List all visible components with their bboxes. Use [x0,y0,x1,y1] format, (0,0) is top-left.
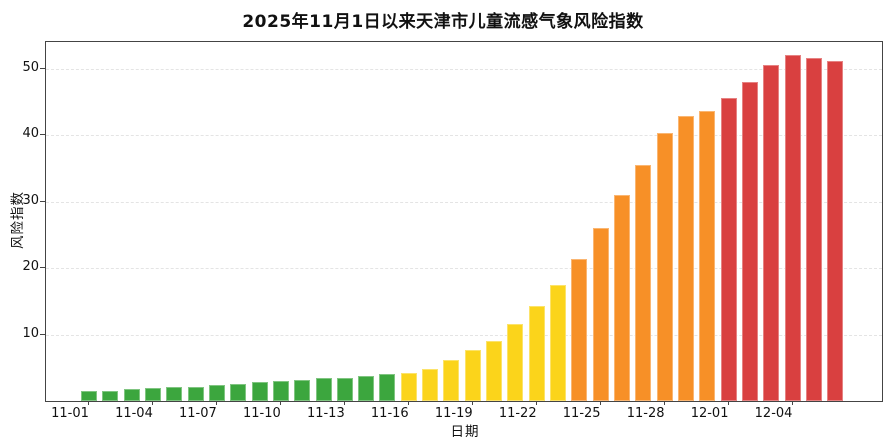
bar-11-16 [400,373,417,401]
y-tick-label: 50 [22,59,39,75]
y-tick-label: 20 [22,259,39,275]
bar-11-01 [81,391,97,401]
bar-11-03 [123,389,140,401]
bar-11-15 [379,374,396,401]
bar-11-23 [550,284,567,401]
bar-12-06 [827,60,844,401]
gridline [46,135,882,137]
x-tick-label: 12-04 [754,406,793,421]
x-tick-mark [727,401,729,405]
gridline [46,68,882,70]
x-tick-label: 12-01 [690,406,729,421]
bar-11-09 [251,382,268,401]
bar-12-05 [805,57,822,401]
bar-11-10 [272,381,289,401]
bar-11-28 [656,133,673,401]
x-tick-label: 11-28 [626,406,665,421]
x-tick-label: 11-07 [179,406,217,421]
bar-11-07 [208,385,225,401]
x-tick-mark [343,401,345,405]
bar-11-19 [464,350,481,401]
bar-11-17 [422,369,439,401]
x-tick-mark [663,401,665,405]
x-tick-mark [599,401,601,405]
bar-11-08 [230,383,247,401]
bar-12-01 [720,97,737,401]
bar-11-26 [614,194,630,401]
bar-11-02 [102,391,119,401]
chart-title: 2025年11月1日以来天津市儿童流感气象风险指数 [242,12,644,32]
x-tick-mark [88,401,89,405]
bar-11-05 [166,387,183,401]
x-axis-title: 日期 [450,424,480,440]
x-tick-mark [791,401,793,405]
y-tick-mark [40,333,45,335]
gridline [46,334,882,336]
bar-11-14 [358,375,375,401]
x-tick-mark [407,401,409,405]
x-tick-label: 11-01 [51,406,89,421]
x-tick-label: 11-10 [242,406,281,421]
bar-11-22 [528,305,545,401]
x-tick-label: 11-16 [370,406,409,421]
x-tick-mark [151,401,153,405]
bar-11-04 [144,388,161,401]
y-tick-mark [40,200,45,202]
x-tick-label: 11-13 [306,406,345,421]
bar-11-21 [507,323,524,401]
x-tick-mark [215,401,217,405]
gridline [46,268,882,270]
bar-11-06 [187,387,204,401]
bar-12-04 [784,55,801,401]
bar-12-02 [741,81,758,401]
x-tick-mark [471,401,473,405]
x-tick-label: 11-25 [562,406,601,421]
bar-11-11 [294,379,311,401]
bar-11-27 [635,165,652,401]
y-tick-mark [40,267,45,269]
bar-11-30 [699,111,716,401]
bar-12-03 [763,65,780,401]
x-tick-mark [279,401,281,405]
bar-11-24 [571,259,588,401]
bar-11-29 [677,115,694,401]
x-tick-label: 11-19 [434,406,473,421]
x-tick-label: 11-22 [498,406,537,421]
bar-11-13 [336,377,353,401]
bar-11-25 [592,228,609,401]
bar-11-18 [443,360,460,401]
plot-area [45,41,883,402]
x-tick-mark [535,401,537,405]
y-tick-label: 30 [22,192,39,208]
y-tick-mark [40,67,45,69]
y-tick-mark [40,134,45,136]
gridline [46,201,882,203]
y-tick-label: 40 [22,126,39,142]
bar-11-12 [315,378,332,401]
x-tick-label: 11-04 [115,406,153,421]
y-tick-label: 10 [22,325,39,341]
bar-11-20 [486,340,503,401]
